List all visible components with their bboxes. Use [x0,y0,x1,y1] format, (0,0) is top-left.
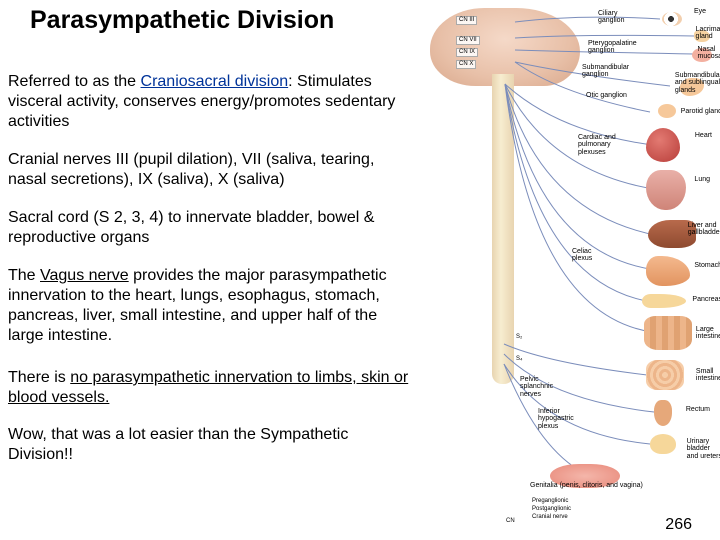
genitalia-label: Genitalia (penis, clitoris, and vagina) [530,482,643,489]
celiac-label: Celiacplexus [572,248,592,263]
legend-cn: CN [506,518,515,524]
legend-2: Postganglionic [532,506,571,512]
craniosacral-link[interactable]: Craniosacral division [141,73,289,90]
legend-1: Preganglionic [532,498,568,504]
otic-label: Otic ganglion [586,92,627,99]
cn3-label: CN III [456,16,477,25]
heart-shape [646,128,680,162]
bladder-label: Urinarybladderand ureters [687,438,720,460]
eye-shape [662,12,682,26]
ptery-label: Pterygopalatineganglion [588,40,637,55]
vagus-underline: Vagus nerve [40,267,129,284]
anatomy-diagram: CN III CN VII CN IX CN X Ciliaryganglion… [420,4,720,534]
page-number: 266 [665,516,692,534]
lint-label: Largeintestine [696,326,720,341]
heart-label: Heart [695,132,712,139]
stomach-label: Stomach [694,262,720,269]
cn7-label: CN VII [456,36,480,45]
s2-label: S₂ [516,334,522,340]
rectum-label: Rectum [686,406,710,413]
cardiac-label: Cardiac andpulmonaryplexuses [578,134,616,156]
subgl-label: Submandibularand sublingualglands [675,72,720,94]
bladder-shape [650,434,676,454]
ciliary-label: Ciliaryganglion [598,10,624,25]
large-intestine-shape [644,316,692,350]
cn10-label: CN X [456,60,476,69]
p5-a: There is [8,369,70,386]
paragraph-6: Wow, that was a lot easier than the Symp… [8,425,416,465]
page-title: Parasympathetic Division [30,6,334,35]
p4-a: The [8,267,40,284]
paragraph-2: Cranial nerves III (pupil dilation), VII… [8,150,416,190]
sint-label: Smallintestine [696,368,720,383]
submand-g-label: Submandibularganglion [582,64,629,79]
pancreas-label: Pancreas [692,296,720,303]
pelvic-label: Pelvicsplanchnicnerves [520,376,553,398]
paragraph-5: There is no parasympathetic innervation … [8,368,416,408]
parotid-label: Parotid gland [681,108,720,115]
paragraph-4: The Vagus nerve provides the major paras… [8,266,416,346]
lacrimal-label: Lacrimalgland [696,26,720,41]
legend-3: Cranial nerve [532,514,568,520]
eye-label: Eye [694,8,706,15]
lung-label: Lung [694,176,710,183]
nasal-label: Nasalmucosa [697,46,720,61]
s4-label: S₄ [516,356,522,362]
paragraph-3: Sacral cord (S 2, 3, 4) to innervate bla… [8,208,416,248]
p1-a: Referred to as the [8,73,141,90]
liver-label: Liver andgallbladder [688,222,720,237]
parotid-shape [658,104,676,118]
hypo-label: Inferiorhypogastricplexus [538,408,574,430]
rectum-shape [654,400,672,426]
small-intestine-shape [646,360,684,390]
paragraph-1: Referred to as the Craniosacral division… [8,72,416,132]
cn9-label: CN IX [456,48,478,57]
